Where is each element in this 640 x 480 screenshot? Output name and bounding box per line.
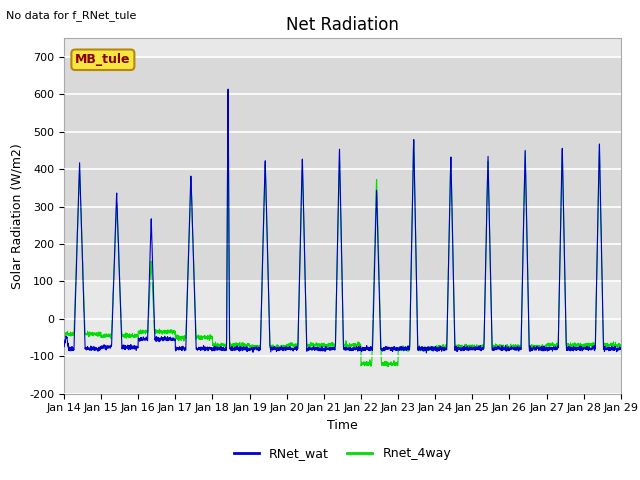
Y-axis label: Solar Radiation (W/m2): Solar Radiation (W/m2) <box>11 143 24 289</box>
Legend: RNet_wat, Rnet_4way: RNet_wat, Rnet_4way <box>228 443 456 466</box>
Bar <box>64 57 621 281</box>
Title: Net Radiation: Net Radiation <box>286 16 399 34</box>
Text: No data for f_RNet_tule: No data for f_RNet_tule <box>6 10 137 21</box>
X-axis label: Time: Time <box>327 419 358 432</box>
Text: MB_tule: MB_tule <box>75 53 131 66</box>
